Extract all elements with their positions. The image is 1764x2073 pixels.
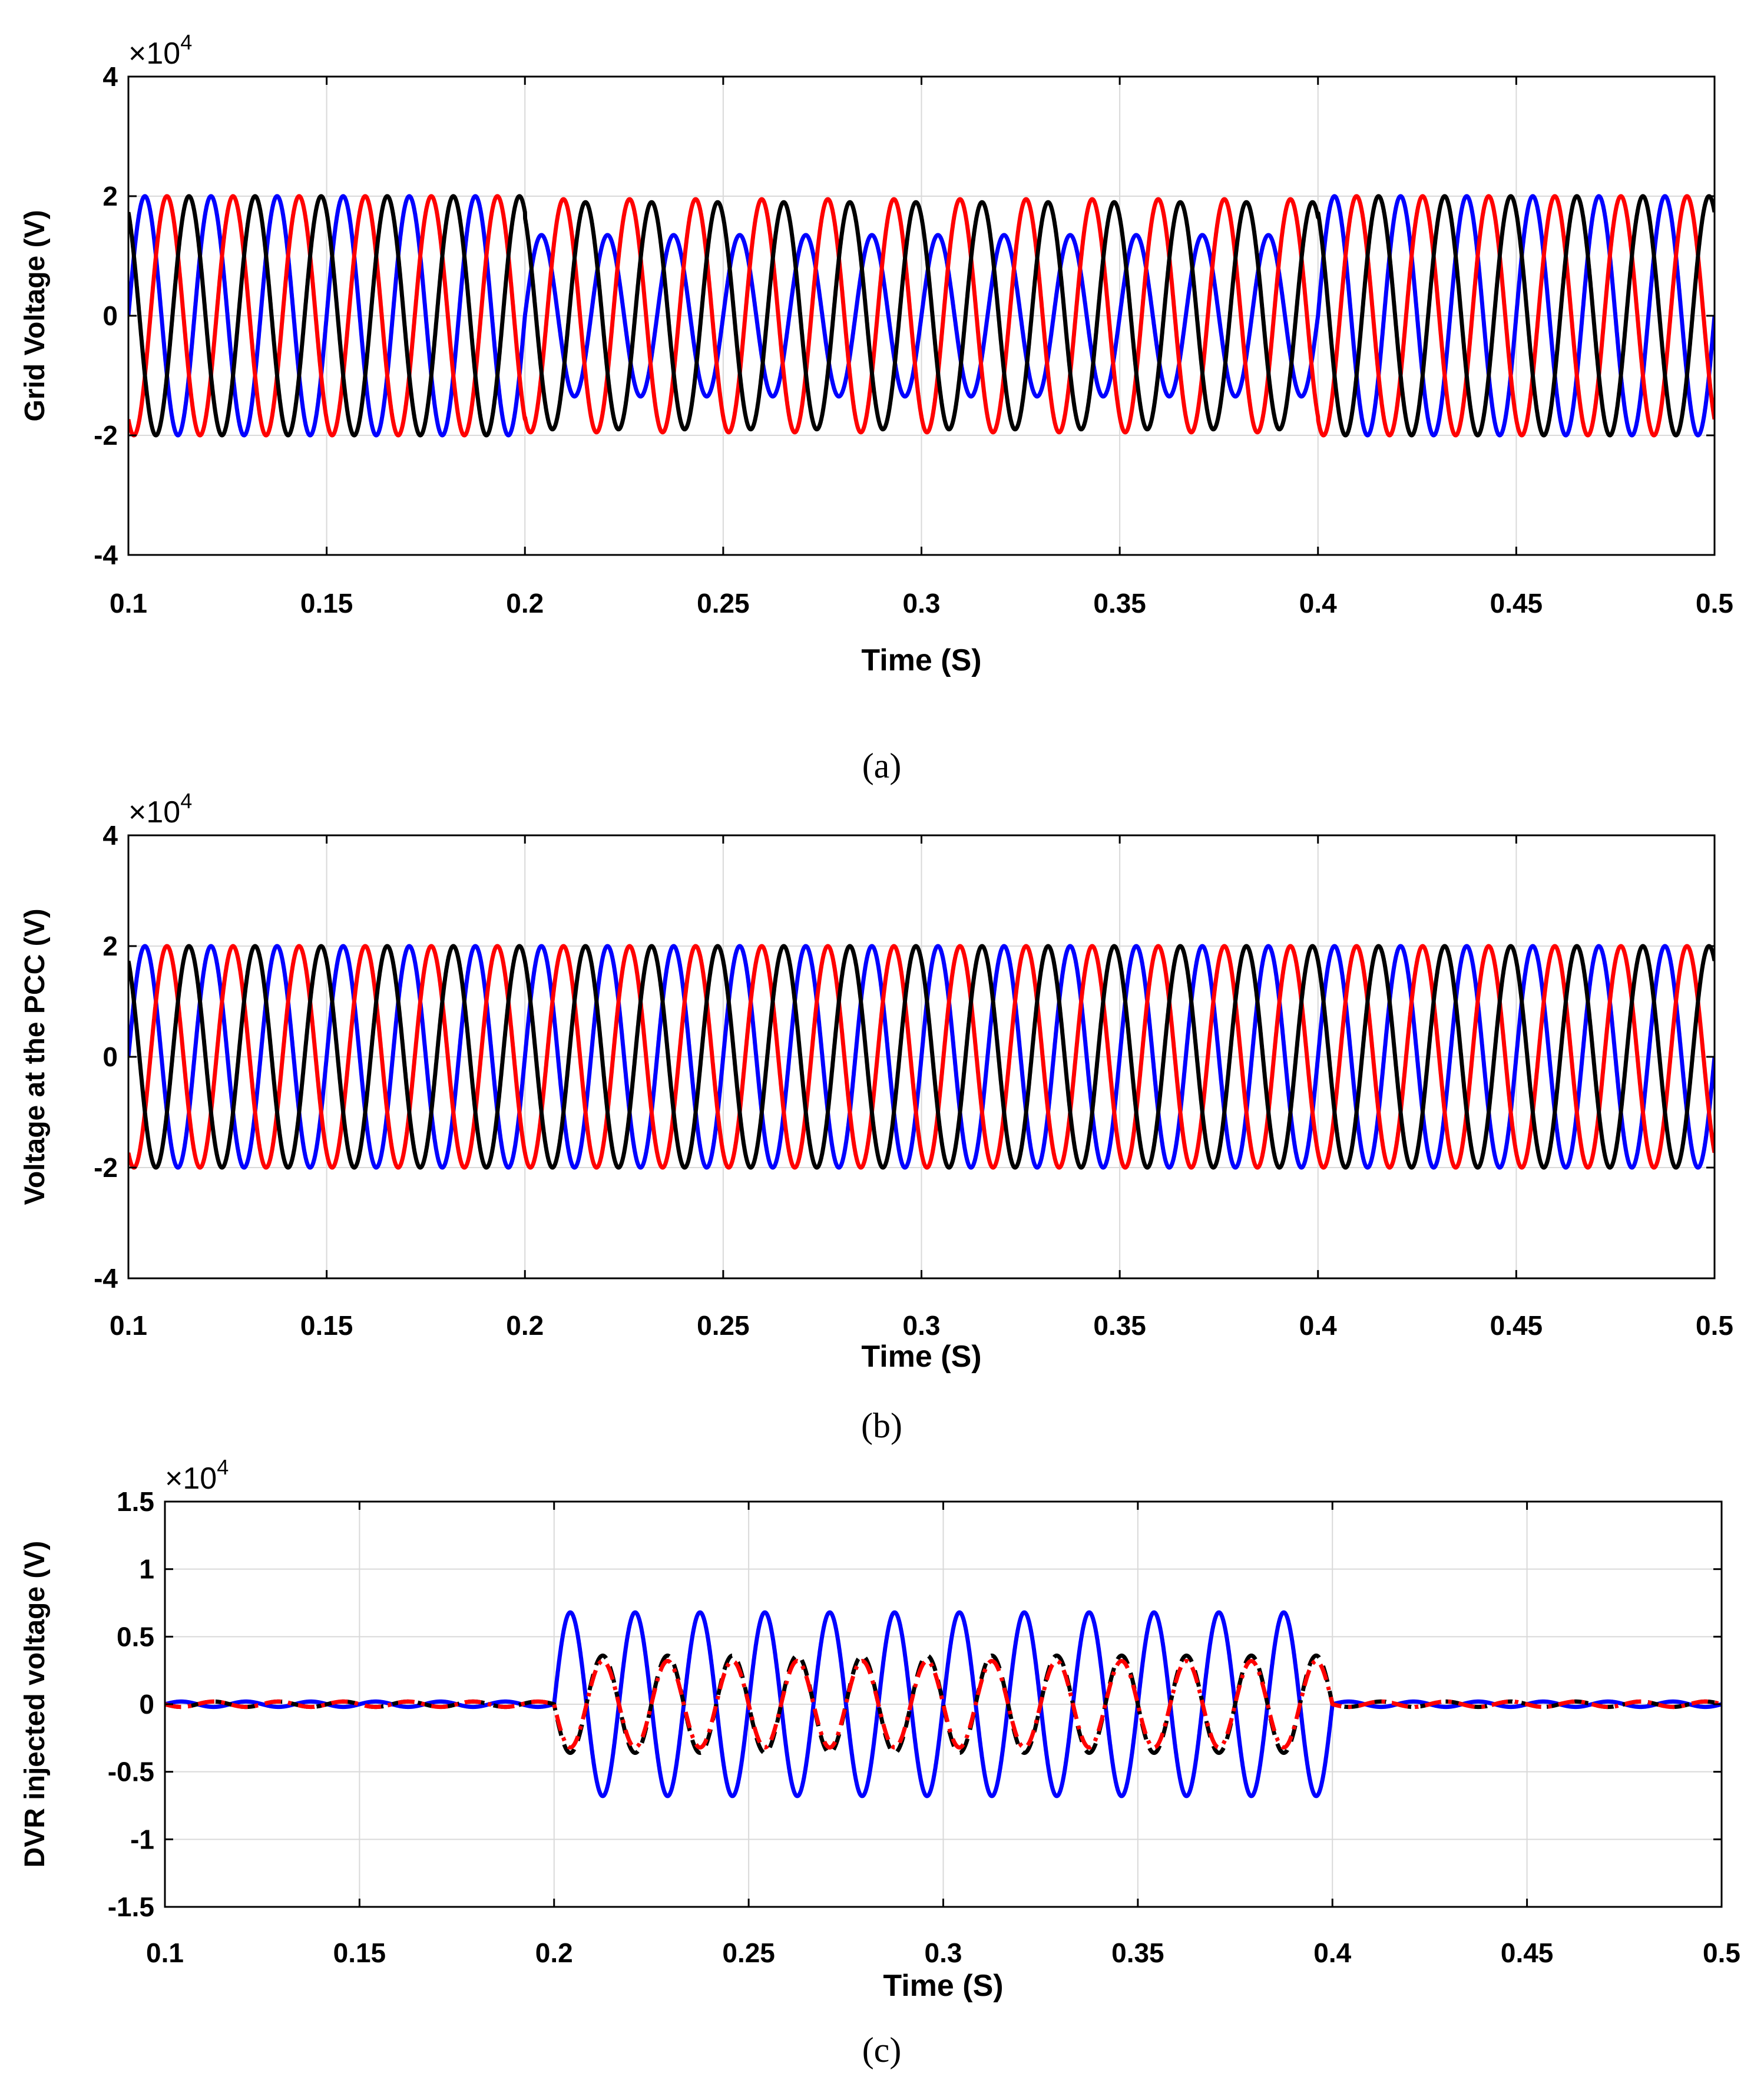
y-tick-label: -2 [94,1152,118,1183]
series-phase-c [128,944,1715,1170]
axis-exponent-power: 4 [180,789,192,813]
series-phase-b [128,194,1715,438]
panel-caption: (c) [862,2031,902,2069]
y-axis-label: Grid Voltage (V) [19,210,51,421]
y-tick-label: 0.5 [117,1621,154,1652]
x-tick-label: 0.3 [903,1310,941,1341]
panel-caption: (b) [861,1406,902,1445]
panel-c: 0.1 0.15 0.2 0.25 0.3 0.35 0.4 0.45 0.5 1.5 1 0.5 0 -… [19,1455,1740,2069]
x-tick-label: 0.25 [697,1310,750,1341]
y-tick-label: 4 [102,820,118,851]
x-tick-label: 0.2 [535,1938,573,1968]
series-phase-c [128,194,1715,438]
y-tick-label: -4 [94,1263,118,1294]
x-tick-label: 0.45 [1501,1938,1554,1968]
x-tick-label: 0.45 [1490,588,1543,619]
y-tick-label: -1 [130,1824,154,1854]
y-tick-label: 0 [102,1042,118,1072]
y-tick-label: 2 [102,181,118,211]
x-tick-label: 0.35 [1111,1938,1164,1968]
x-tick-label: 0.2 [506,1310,544,1341]
x-tick-label: 0.25 [697,588,750,619]
x-tick-label: 0.2 [506,588,544,619]
y-tick-label: 0 [102,300,118,331]
y-tick-label: 1.5 [117,1486,154,1517]
series-phase-b [165,1659,1722,1750]
x-tick-label: 0.35 [1093,1310,1146,1341]
x-tick-label: 0.1 [110,1310,147,1341]
y-tick-label: -2 [94,420,118,451]
y-axis-label: DVR injected voltage (V) [19,1541,51,1868]
x-tick-label: 0.35 [1093,588,1146,619]
x-tick-label: 0.45 [1490,1310,1543,1341]
x-tick-label: 0.3 [903,588,941,619]
axis-exponent: ×104 [128,789,192,829]
x-tick-label: 0.5 [1703,1938,1740,1968]
x-axis-label: Time (S) [861,1340,981,1374]
y-tick-label: -1.5 [108,1892,154,1922]
axis-exponent-base: ×10 [128,37,180,71]
x-tick-label: 0.3 [925,1938,962,1968]
panel-a: 0.1 0.15 0.2 0.25 0.3 0.35 0.4 0.45 0.5 4 2 0 -2 -4 ×1… [19,30,1733,785]
x-tick-label: 0.5 [1696,588,1733,619]
y-tick-label: -0.5 [108,1757,154,1787]
x-tick-label: 0.15 [300,588,353,619]
y-tick-label: -4 [94,540,118,570]
x-tick-label: 0.4 [1299,1310,1337,1341]
series-phase-b [128,944,1715,1170]
axis-exponent: ×104 [165,1455,229,1496]
x-tick-label: 0.1 [146,1938,184,1968]
axis-exponent-base: ×10 [165,1462,217,1496]
panel-caption: (a) [862,746,902,785]
x-tick-label: 0.4 [1313,1938,1351,1968]
panel-b: 0.1 0.15 0.2 0.25 0.3 0.35 0.4 0.45 0.5 4 2 0 -2 -4 ×1… [19,789,1733,1445]
x-tick-label: 0.4 [1299,588,1337,619]
x-tick-label: 0.25 [722,1938,775,1968]
axis-exponent-power: 4 [180,30,192,54]
x-tick-label: 0.15 [333,1938,386,1968]
y-axis-label: Voltage at the PCC (V) [19,908,51,1205]
x-tick-label: 0.15 [300,1310,353,1341]
series-phase-a [128,944,1715,1170]
series-phase-a [128,194,1715,438]
axis-exponent: ×104 [128,30,192,71]
y-tick-label: 4 [102,61,118,92]
x-axis-label: Time (S) [861,643,981,677]
y-tick-label: 1 [139,1554,154,1585]
x-tick-label: 0.1 [110,588,147,619]
x-tick-label: 0.5 [1696,1310,1733,1341]
y-tick-label: 2 [102,931,118,961]
x-axis-label: Time (S) [883,1969,1003,2003]
axis-exponent-power: 4 [217,1455,229,1479]
y-tick-label: 0 [139,1689,154,1720]
axis-exponent-base: ×10 [128,795,180,829]
